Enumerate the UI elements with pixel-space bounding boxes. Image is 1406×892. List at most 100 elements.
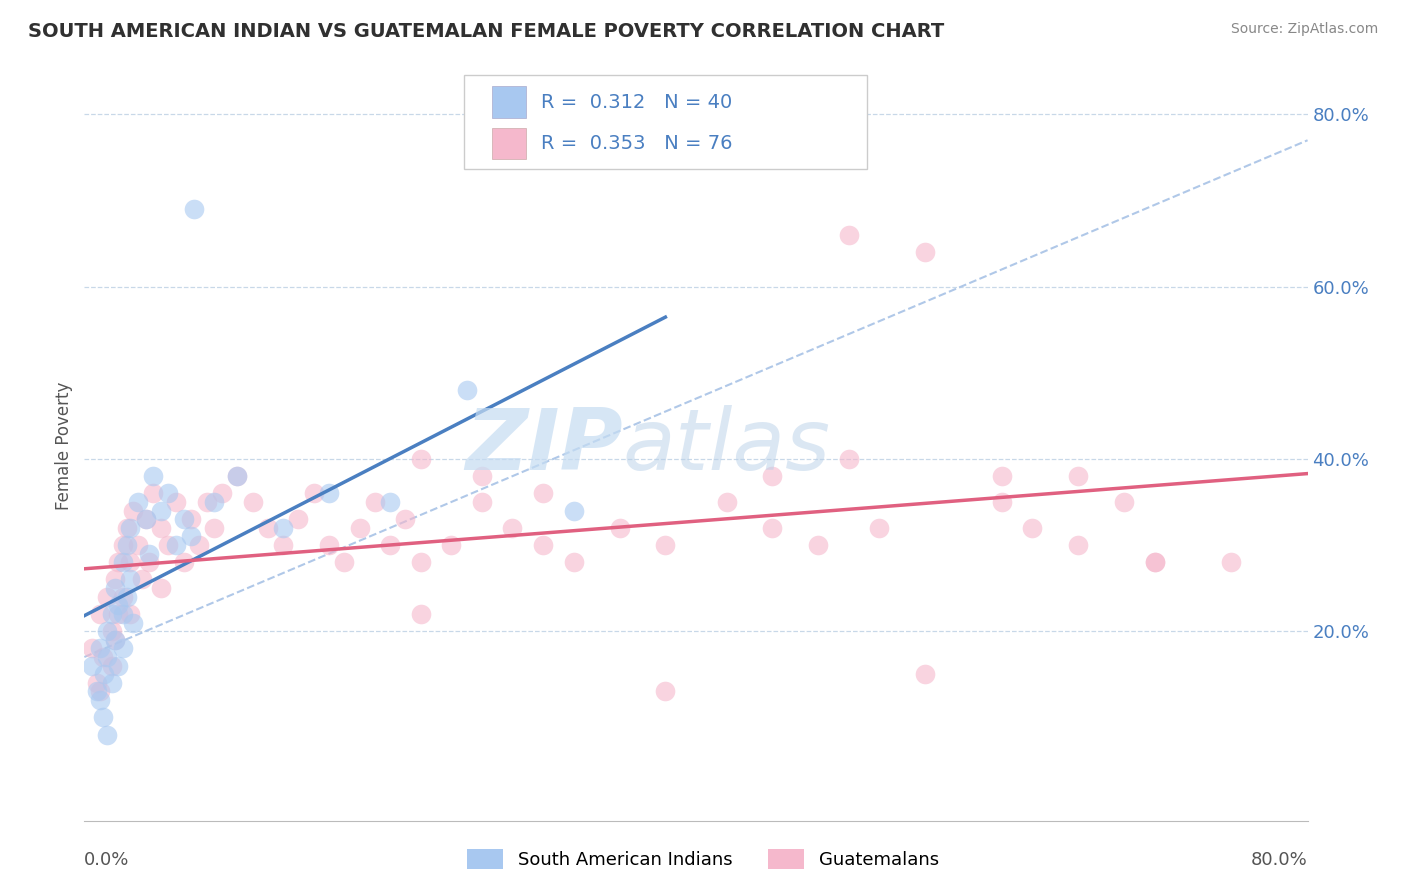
Point bbox=[609, 521, 631, 535]
Text: R =  0.312   N = 40: R = 0.312 N = 40 bbox=[541, 93, 733, 112]
Point bbox=[409, 555, 432, 569]
Point bbox=[562, 555, 585, 569]
Point bbox=[80, 658, 103, 673]
Point bbox=[1220, 555, 1243, 569]
Point bbox=[195, 495, 218, 509]
Point bbox=[135, 512, 157, 526]
Point bbox=[91, 710, 114, 724]
Point bbox=[502, 521, 524, 535]
Point bbox=[111, 607, 134, 621]
Point bbox=[180, 529, 202, 543]
Point bbox=[89, 607, 111, 621]
Point bbox=[107, 555, 129, 569]
Point bbox=[89, 641, 111, 656]
Point bbox=[838, 451, 860, 466]
Point bbox=[149, 503, 172, 517]
Point bbox=[271, 521, 294, 535]
Point bbox=[1114, 495, 1136, 509]
Point bbox=[149, 521, 172, 535]
Point bbox=[120, 607, 142, 621]
Point bbox=[761, 469, 783, 483]
Point bbox=[991, 469, 1014, 483]
Point bbox=[86, 684, 108, 698]
Point bbox=[991, 495, 1014, 509]
Point bbox=[242, 495, 264, 509]
Point bbox=[226, 469, 249, 483]
Point bbox=[183, 202, 205, 216]
FancyBboxPatch shape bbox=[464, 75, 868, 169]
Point bbox=[349, 521, 371, 535]
Point bbox=[531, 486, 554, 500]
Text: Source: ZipAtlas.com: Source: ZipAtlas.com bbox=[1230, 22, 1378, 37]
Text: R =  0.353   N = 76: R = 0.353 N = 76 bbox=[541, 134, 733, 153]
Text: 80.0%: 80.0% bbox=[1251, 851, 1308, 869]
Point bbox=[101, 624, 124, 639]
Point bbox=[104, 573, 127, 587]
Point bbox=[104, 632, 127, 647]
Point bbox=[271, 538, 294, 552]
Text: SOUTH AMERICAN INDIAN VS GUATEMALAN FEMALE POVERTY CORRELATION CHART: SOUTH AMERICAN INDIAN VS GUATEMALAN FEMA… bbox=[28, 22, 945, 41]
Point bbox=[115, 590, 138, 604]
Point bbox=[869, 521, 891, 535]
Point bbox=[165, 538, 187, 552]
Point bbox=[364, 495, 387, 509]
Point bbox=[914, 245, 936, 260]
Point bbox=[91, 650, 114, 665]
Point bbox=[138, 555, 160, 569]
Point bbox=[86, 676, 108, 690]
Point bbox=[157, 538, 180, 552]
Point bbox=[101, 676, 124, 690]
Point bbox=[135, 512, 157, 526]
Point bbox=[654, 684, 676, 698]
Point bbox=[838, 227, 860, 242]
Point bbox=[188, 538, 211, 552]
Bar bbox=[492, 128, 526, 159]
Point bbox=[107, 607, 129, 621]
Point bbox=[914, 667, 936, 681]
Point bbox=[104, 581, 127, 595]
Point bbox=[761, 521, 783, 535]
Point bbox=[96, 727, 118, 741]
Point bbox=[165, 495, 187, 509]
Point bbox=[257, 521, 280, 535]
Point bbox=[531, 538, 554, 552]
Point bbox=[380, 495, 402, 509]
Point bbox=[202, 495, 225, 509]
Point bbox=[318, 538, 340, 552]
Point bbox=[1143, 555, 1166, 569]
Text: atlas: atlas bbox=[623, 404, 831, 488]
Point bbox=[173, 555, 195, 569]
Point bbox=[107, 658, 129, 673]
Point bbox=[562, 503, 585, 517]
Point bbox=[122, 503, 145, 517]
Point bbox=[1021, 521, 1043, 535]
Point bbox=[96, 590, 118, 604]
Point bbox=[111, 590, 134, 604]
Point bbox=[1143, 555, 1166, 569]
Point bbox=[394, 512, 416, 526]
Point bbox=[302, 486, 325, 500]
Y-axis label: Female Poverty: Female Poverty bbox=[55, 382, 73, 510]
Point bbox=[654, 538, 676, 552]
Point bbox=[173, 512, 195, 526]
Point bbox=[120, 573, 142, 587]
Point bbox=[96, 624, 118, 639]
Point bbox=[333, 555, 356, 569]
Point bbox=[96, 650, 118, 665]
Point bbox=[1067, 538, 1090, 552]
Text: 0.0%: 0.0% bbox=[84, 851, 129, 869]
Bar bbox=[492, 87, 526, 118]
Point bbox=[89, 693, 111, 707]
Point bbox=[202, 521, 225, 535]
Point bbox=[287, 512, 309, 526]
Point bbox=[456, 383, 478, 397]
Point bbox=[142, 469, 165, 483]
Point bbox=[120, 555, 142, 569]
Point bbox=[89, 684, 111, 698]
Point bbox=[807, 538, 830, 552]
Point bbox=[104, 632, 127, 647]
Text: ZIP: ZIP bbox=[465, 404, 623, 488]
Point bbox=[101, 607, 124, 621]
Point bbox=[716, 495, 738, 509]
Point bbox=[471, 495, 494, 509]
